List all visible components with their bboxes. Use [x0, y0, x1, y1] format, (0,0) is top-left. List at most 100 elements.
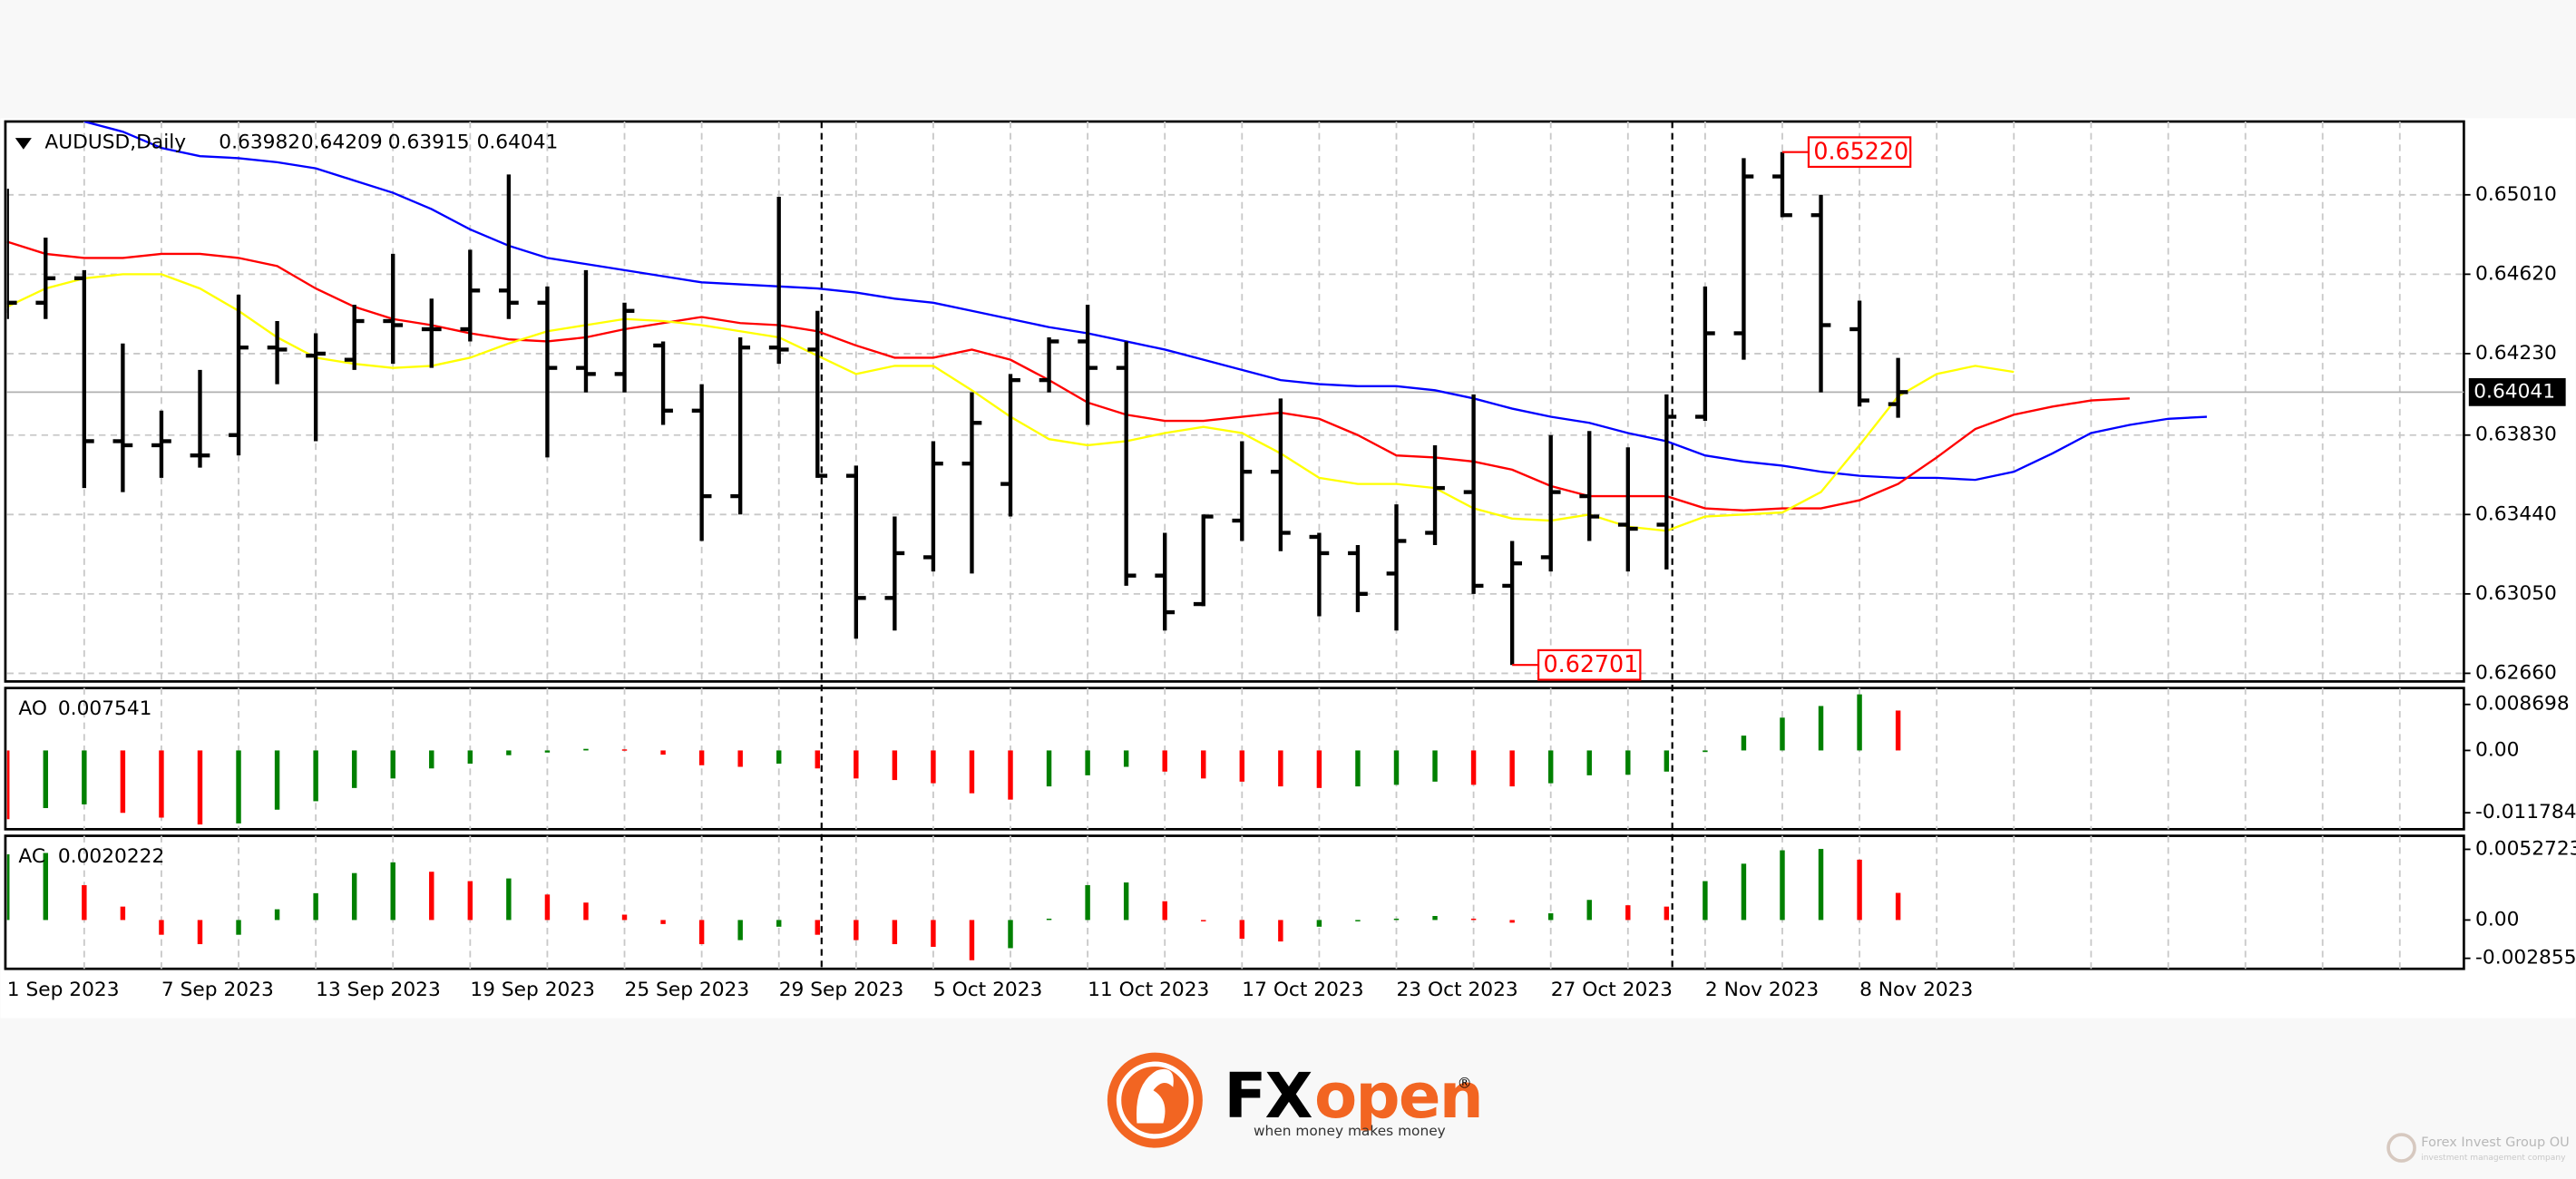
histogram-bar: [1432, 750, 1438, 782]
logo-open: open: [1314, 1060, 1482, 1133]
histogram-bar: [1818, 849, 1824, 921]
histogram-bar: [621, 749, 628, 751]
ohlc-low: 0.63915: [388, 132, 470, 154]
y-tick-label: -0.011784: [2475, 801, 2576, 823]
histogram-bar: [660, 750, 666, 755]
x-tick-label: 27 Oct 2023: [1551, 979, 1673, 1001]
histogram-bar: [1547, 750, 1554, 784]
histogram-bar: [1162, 901, 1167, 921]
histogram-bar: [506, 750, 512, 755]
axes: 0.65010 0.64620 0.64230 0.63830 0.63440 0.630…: [7, 183, 2576, 1001]
y-tick-label: 0.64620: [2475, 262, 2557, 285]
annotation-label: 0.65220: [1813, 138, 1908, 165]
histogram-bar: [1547, 913, 1554, 921]
histogram-bar: [1355, 750, 1361, 787]
histogram-bar: [1123, 882, 1129, 921]
histogram-bar: [1085, 750, 1090, 775]
histogram-bar: [313, 750, 318, 802]
histogram-bar: [274, 750, 280, 810]
histogram-bar: [1586, 900, 1592, 921]
histogram-bar: [854, 750, 859, 779]
histogram-bar: [931, 750, 936, 784]
ohlc-high: 0.64209: [301, 132, 383, 154]
histogram-bar: [197, 750, 203, 825]
histogram-bar: [1509, 920, 1515, 923]
current-price-label: 0.64041: [2474, 380, 2555, 403]
y-tick-label: 0.65010: [2475, 183, 2557, 206]
histogram-bar: [737, 750, 743, 767]
indicator-name: AO: [18, 697, 47, 720]
histogram-bar: [1393, 918, 1400, 921]
y-tick-label: 0.008698: [2475, 693, 2570, 716]
histogram-bar: [1008, 920, 1013, 949]
histogram-bar: [1432, 915, 1438, 921]
logo: FX open ® when money makes money: [1107, 1052, 1484, 1148]
current-price-box: [2468, 377, 2566, 406]
histogram-bar: [776, 750, 782, 765]
y-tick-label: 0.63440: [2475, 502, 2557, 525]
histogram-bar: [1895, 892, 1901, 921]
histogram-bar: [159, 920, 164, 935]
x-tick-label: 5 Oct 2023: [933, 979, 1042, 1001]
histogram-bar: [236, 920, 241, 935]
histogram-bar: [854, 920, 859, 940]
histogram-bar: [120, 750, 126, 814]
x-tick-label: 19 Sep 2023: [470, 979, 595, 1001]
histogram-bar: [892, 750, 898, 781]
histogram-bar: [1355, 920, 1361, 921]
x-tick-label: 25 Sep 2023: [625, 979, 750, 1001]
histogram-bar: [1703, 750, 1708, 753]
histogram-bar: [274, 909, 280, 921]
indicator-line: [6, 240, 2130, 512]
histogram-bar: [1664, 750, 1670, 772]
histogram-bar: [1741, 863, 1747, 921]
histogram-bar: [351, 872, 357, 921]
histogram-bar: [1239, 920, 1245, 940]
histogram-bar: [698, 750, 705, 765]
histogram-bar: [621, 914, 628, 921]
histogram-bar: [390, 750, 395, 779]
x-tick-label: 17 Oct 2023: [1242, 979, 1363, 1001]
histogram-bar: [1625, 750, 1631, 775]
menu-triangle[interactable]: [15, 138, 32, 150]
main-panel: [4, 120, 2465, 683]
histogram-bar: [467, 750, 473, 765]
histogram-bar: [1046, 918, 1052, 921]
footer-subtext: investment management company: [2421, 1154, 2566, 1163]
histogram-bar: [1123, 750, 1129, 767]
histogram-bar: [583, 902, 589, 921]
histogram-bar: [660, 920, 666, 924]
histogram-bar: [1201, 920, 1206, 921]
histogram-bar: [698, 920, 705, 945]
ac-plot: [6, 849, 1901, 960]
logo-mark: [1116, 1061, 1194, 1139]
histogram-bar: [120, 906, 126, 921]
histogram-bar: [1278, 750, 1283, 787]
histogram-bar: [43, 853, 49, 921]
histogram-bar: [82, 750, 87, 804]
indicator-value: 0.007541: [58, 697, 152, 720]
histogram-bar: [159, 750, 164, 818]
main-plot: [6, 121, 2208, 666]
histogram-bar: [815, 920, 820, 935]
footer-icon: [2386, 1133, 2416, 1163]
x-tick-label: 2 Nov 2023: [1705, 979, 1819, 1001]
chart-title: AUDUSD,Daily: [44, 132, 186, 154]
histogram-bar: [1201, 750, 1206, 779]
histogram-bar: [815, 750, 820, 769]
histogram-bar: [351, 750, 357, 788]
x-tick-label: 1 Sep 2023: [7, 979, 120, 1001]
y-tick-label: -0.0028559: [2475, 947, 2576, 970]
histogram-bar: [776, 920, 782, 927]
histogram-bar: [892, 920, 898, 945]
y-tick-label: 0.63830: [2475, 424, 2557, 446]
histogram-bar: [1162, 750, 1167, 772]
y-tick-label: 0.0052723: [2475, 837, 2576, 860]
histogram-bar: [43, 750, 49, 809]
ao-plot: [6, 694, 1901, 825]
x-tick-label: 8 Nov 2023: [1859, 979, 1973, 1001]
histogram-bar: [1586, 750, 1592, 775]
annotation-box: [1537, 648, 1642, 681]
x-tick-label: 23 Oct 2023: [1396, 979, 1517, 1001]
histogram-bar: [1780, 850, 1785, 921]
